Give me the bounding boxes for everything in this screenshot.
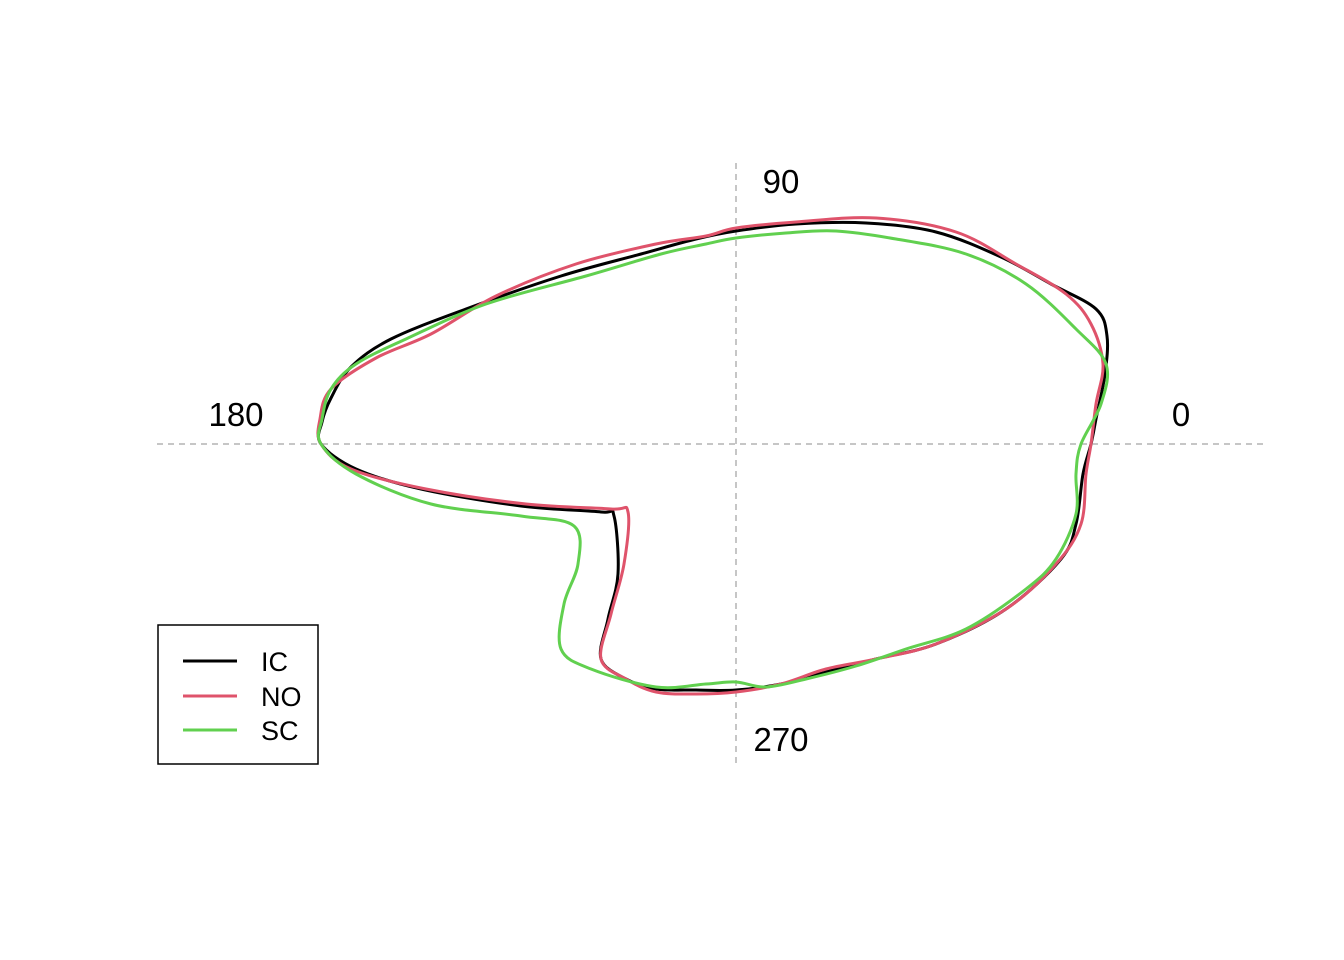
series-layer: [316, 216, 1110, 696]
angle-label-0: 0: [1172, 396, 1190, 433]
angle-label-270: 270: [753, 721, 808, 758]
series-line-ic: [316, 220, 1110, 692]
angle-label-90: 90: [763, 163, 800, 200]
legend-label-ic: IC: [261, 647, 288, 677]
angle-label-180: 180: [208, 396, 263, 433]
legend-label-no: NO: [261, 682, 302, 712]
legend-label-sc: SC: [261, 716, 299, 746]
series-line-sc: [316, 229, 1110, 690]
legend: IC NO SC: [157, 624, 319, 765]
series-line-no: [316, 216, 1105, 696]
